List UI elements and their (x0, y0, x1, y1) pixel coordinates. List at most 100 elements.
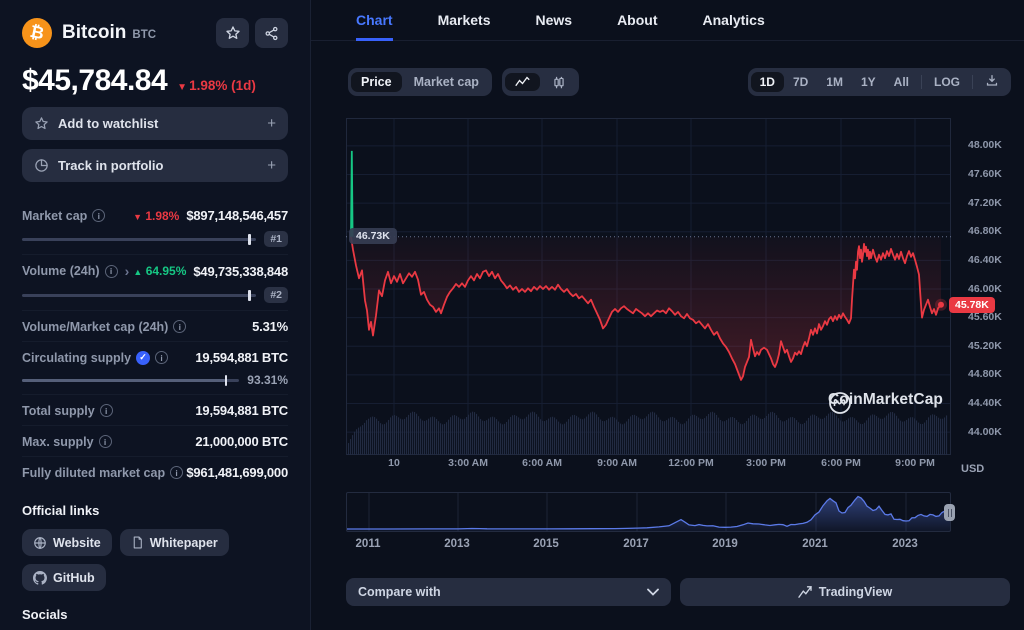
circulating-supply-value: 19,594,881 BTC (195, 350, 288, 365)
plus-icon: + (267, 115, 276, 132)
sidebar: ₿ Bitcoin BTC $45,784.84 ▼ 1.98% (1d) Add… (0, 0, 311, 630)
log-scale-button[interactable]: LOG (934, 75, 960, 89)
y-axis-label: 45.20K (968, 339, 1002, 352)
y-axis-label: 44.40K (968, 396, 1002, 409)
tab-news[interactable]: News (535, 12, 573, 28)
line-chart-icon (515, 76, 530, 87)
bitcoin-logo-icon: ₿ (22, 18, 52, 48)
year-axis-label: 2019 (712, 538, 738, 550)
circulating-supply-stat: Circulating supply ✓ i 19,594,881 BTC 93.3… (22, 342, 288, 395)
fdmc-stat: Fully diluted market cap i $961,481,699,0… (22, 457, 288, 487)
y-axis-label: 46.40K (968, 253, 1002, 266)
y-axis-label: 47.60K (968, 168, 1002, 181)
portfolio-pie-icon (35, 159, 48, 172)
info-icon[interactable]: i (170, 466, 184, 479)
range-7d-button[interactable]: 7D (792, 75, 809, 89)
info-icon[interactable]: i (104, 264, 118, 278)
down-arrow-icon: ▼ (133, 211, 142, 222)
compare-with-select[interactable]: Compare with (346, 578, 671, 606)
price-chart[interactable]: 46.73K CoinMarketCap (346, 118, 951, 455)
time-axis-label: 6:00 AM (522, 457, 562, 469)
tab-about[interactable]: About (617, 12, 658, 28)
supply-progress-pct: 93.31% (247, 373, 288, 387)
compare-with-label: Compare with (358, 585, 441, 599)
price-axis: 45.78K 48.00K 47.60K 47.20K 46.80K 46.40K 46.… (949, 118, 1020, 455)
year-axis-label: 2013 (444, 538, 470, 550)
share-icon (265, 26, 278, 40)
y-axis-label: 44.00K (968, 425, 1002, 438)
divider (921, 75, 922, 89)
time-axis-label: 6:00 PM (821, 457, 861, 469)
volume-label: Volume (24h) i › (22, 263, 130, 279)
range-1d-button[interactable]: 1D (750, 72, 784, 92)
volume-slider[interactable] (22, 289, 257, 301)
metric-toggle: Price Market cap (348, 68, 492, 96)
market-cap-value: $897,148,546,457 (186, 208, 288, 223)
fdmc-value: $961,481,699,000 (186, 465, 288, 480)
line-chart-type-button[interactable] (504, 73, 540, 91)
favorite-star-button[interactable] (216, 18, 249, 48)
chart-controls: Price Market cap 1D 7D 1M 1Y All LOG (348, 68, 1011, 96)
tab-analytics[interactable]: Analytics (702, 12, 765, 28)
share-button[interactable] (255, 18, 288, 48)
history-minimap[interactable] (346, 492, 951, 532)
y-axis-label: 48.00K (968, 139, 1002, 152)
info-icon[interactable]: i (99, 404, 113, 417)
metric-marketcap-button[interactable]: Market cap (413, 75, 479, 89)
year-axis-label: 2015 (533, 538, 559, 550)
y-axis-label: 46.00K (968, 282, 1002, 295)
year-axis-label: 2021 (802, 538, 828, 550)
total-supply-value: 19,594,881 BTC (195, 403, 288, 418)
y-axis-label: 44.80K (968, 368, 1002, 381)
info-icon[interactable]: i (98, 435, 112, 448)
range-all-button[interactable]: All (893, 75, 909, 89)
github-link[interactable]: GitHub (22, 564, 106, 591)
tradingview-label: TradingView (818, 585, 893, 599)
whitepaper-link[interactable]: Whitepaper (119, 529, 229, 556)
socials-heading: Socials (22, 607, 68, 622)
info-icon[interactable]: i (155, 351, 169, 364)
watermark-text: CoinMarketCap (828, 391, 943, 408)
tradingview-icon (798, 586, 812, 598)
coin-header: ₿ Bitcoin BTC (22, 16, 288, 50)
range-selector: 1D 7D 1M 1Y All LOG (747, 68, 1011, 96)
star-icon (35, 117, 48, 130)
verified-check-icon: ✓ (136, 350, 151, 365)
volume-change: ▲ 64.95% (133, 264, 187, 278)
candle-chart-type-button[interactable] (542, 73, 576, 92)
download-chart-button[interactable] (976, 71, 1008, 93)
minimap-range-handle[interactable] (944, 504, 955, 521)
whitepaper-label: Whitepaper (149, 535, 218, 550)
vol-mcap-value: 5.31% (252, 319, 288, 334)
website-label: Website (53, 535, 101, 550)
candlestick-icon (554, 76, 564, 88)
coin-stats: Market cap i ▼ 1.98% $897,148,546,457 #1 … (22, 200, 288, 487)
info-icon[interactable]: i (92, 209, 106, 222)
tab-markets[interactable]: Markets (437, 12, 491, 28)
axis-unit-label: USD (961, 463, 985, 475)
volume-expand-chevron-icon[interactable]: › (124, 263, 130, 279)
info-icon[interactable]: i (173, 320, 187, 333)
range-1y-button[interactable]: 1Y (860, 75, 876, 89)
max-supply-label: Max. supply i (22, 435, 112, 449)
metric-price-button[interactable]: Price (351, 72, 402, 92)
official-links-heading: Official links (22, 503, 100, 518)
max-supply-stat: Max. supply i 21,000,000 BTC (22, 426, 288, 457)
tab-chart[interactable]: Chart (356, 0, 393, 41)
price-header: $45,784.84 ▼ 1.98% (1d) (22, 64, 288, 98)
range-1m-button[interactable]: 1M (826, 75, 843, 89)
time-axis-label: 12:00 PM (668, 457, 714, 469)
github-label: GitHub (53, 570, 95, 585)
total-supply-label: Total supply i (22, 404, 113, 418)
coin-symbol: BTC (132, 29, 157, 41)
volume-value: $49,735,338,848 (193, 263, 288, 279)
tradingview-button[interactable]: TradingView (680, 578, 1010, 606)
market-cap-slider[interactable] (22, 233, 257, 245)
add-to-watchlist-button[interactable]: Add to watchlist + (22, 107, 288, 140)
year-axis: 2011 2013 2015 2017 2019 2021 2023 (346, 538, 951, 554)
track-in-portfolio-button[interactable]: Track in portfolio + (22, 149, 288, 182)
website-link[interactable]: Website (22, 529, 112, 556)
time-axis-label: 9:00 PM (895, 457, 935, 469)
supply-progress-slider[interactable] (22, 374, 240, 386)
coinmarketcap-logo-icon (829, 392, 851, 414)
